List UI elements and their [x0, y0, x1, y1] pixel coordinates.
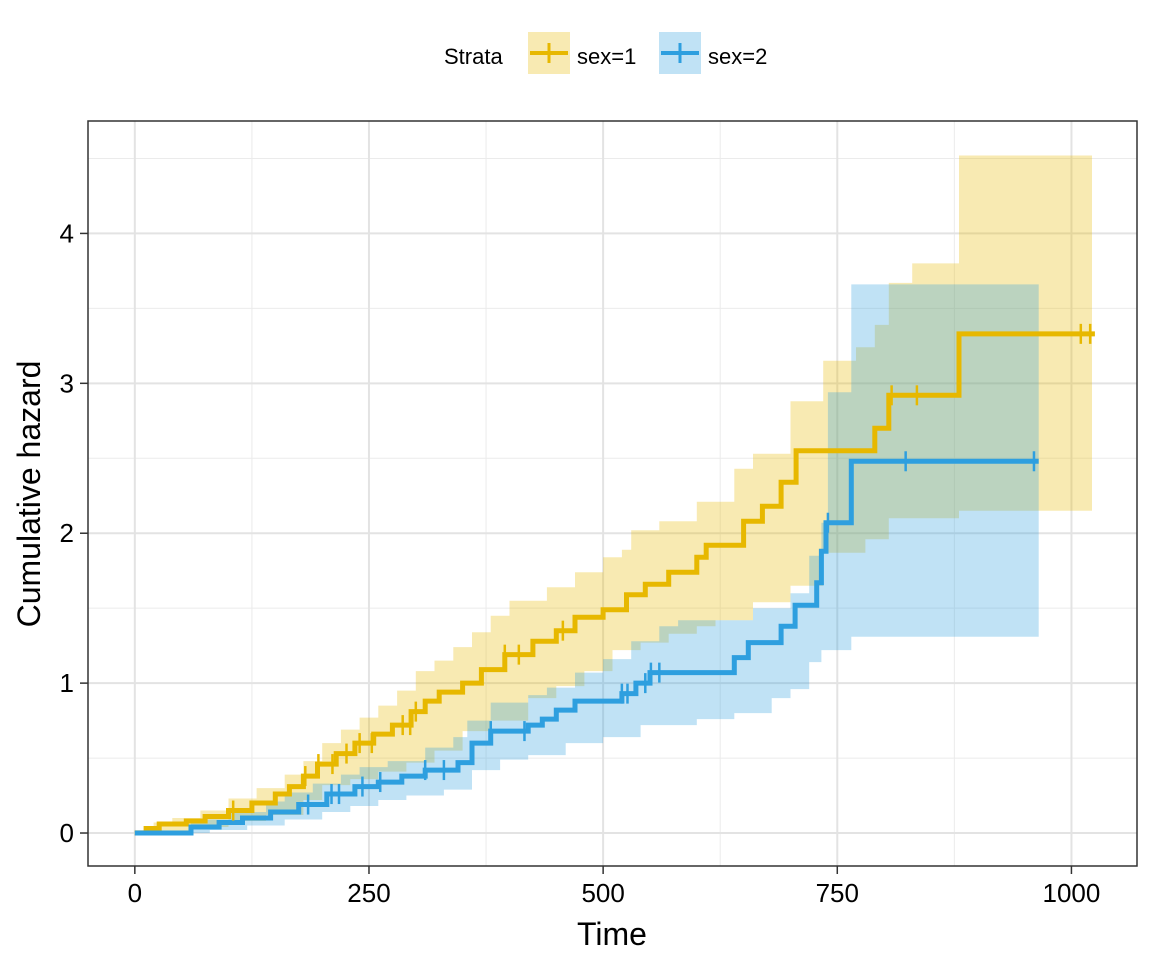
legend-title: Strata	[444, 44, 503, 69]
legend-item-sex-2: sex=2	[659, 32, 767, 74]
hazard-line-sex-1	[134, 331, 1095, 836]
legend-item-sex-1: sex=1	[528, 32, 636, 74]
x-axis: 0 250 500 750 1000	[128, 866, 1101, 908]
x-tick-label: 250	[347, 878, 390, 908]
x-tick-label: 1000	[1043, 878, 1101, 908]
x-tick-label: 0	[128, 878, 142, 908]
y-axis-title: Cumulative hazard	[11, 361, 47, 628]
ci-band-sex-1	[134, 155, 1093, 833]
ci-band-sex-2	[134, 284, 1039, 833]
censor-marks	[231, 323, 1092, 821]
hazard-line-sex-2	[134, 458, 1039, 836]
y-tick-label: 2	[60, 518, 74, 548]
legend-label-sex-2: sex=2	[708, 44, 767, 69]
confidence-bands	[134, 155, 1093, 833]
plot-panel	[87, 120, 1138, 867]
x-tick-label: 500	[581, 878, 624, 908]
plot-border	[87, 120, 1138, 867]
y-tick-label: 4	[60, 218, 74, 248]
y-tick-label: 1	[60, 668, 74, 698]
y-axis: 0 1 2 3 4	[60, 218, 88, 848]
legend-label-sex-1: sex=1	[577, 44, 636, 69]
x-axis-title: Time	[577, 916, 647, 952]
plot-background	[88, 121, 1137, 866]
x-tick-label: 750	[816, 878, 859, 908]
legend: Strata sex=1 sex=2	[444, 32, 767, 74]
y-tick-label: 0	[60, 818, 74, 848]
hazard-lines	[134, 331, 1095, 836]
y-tick-label: 3	[60, 368, 74, 398]
